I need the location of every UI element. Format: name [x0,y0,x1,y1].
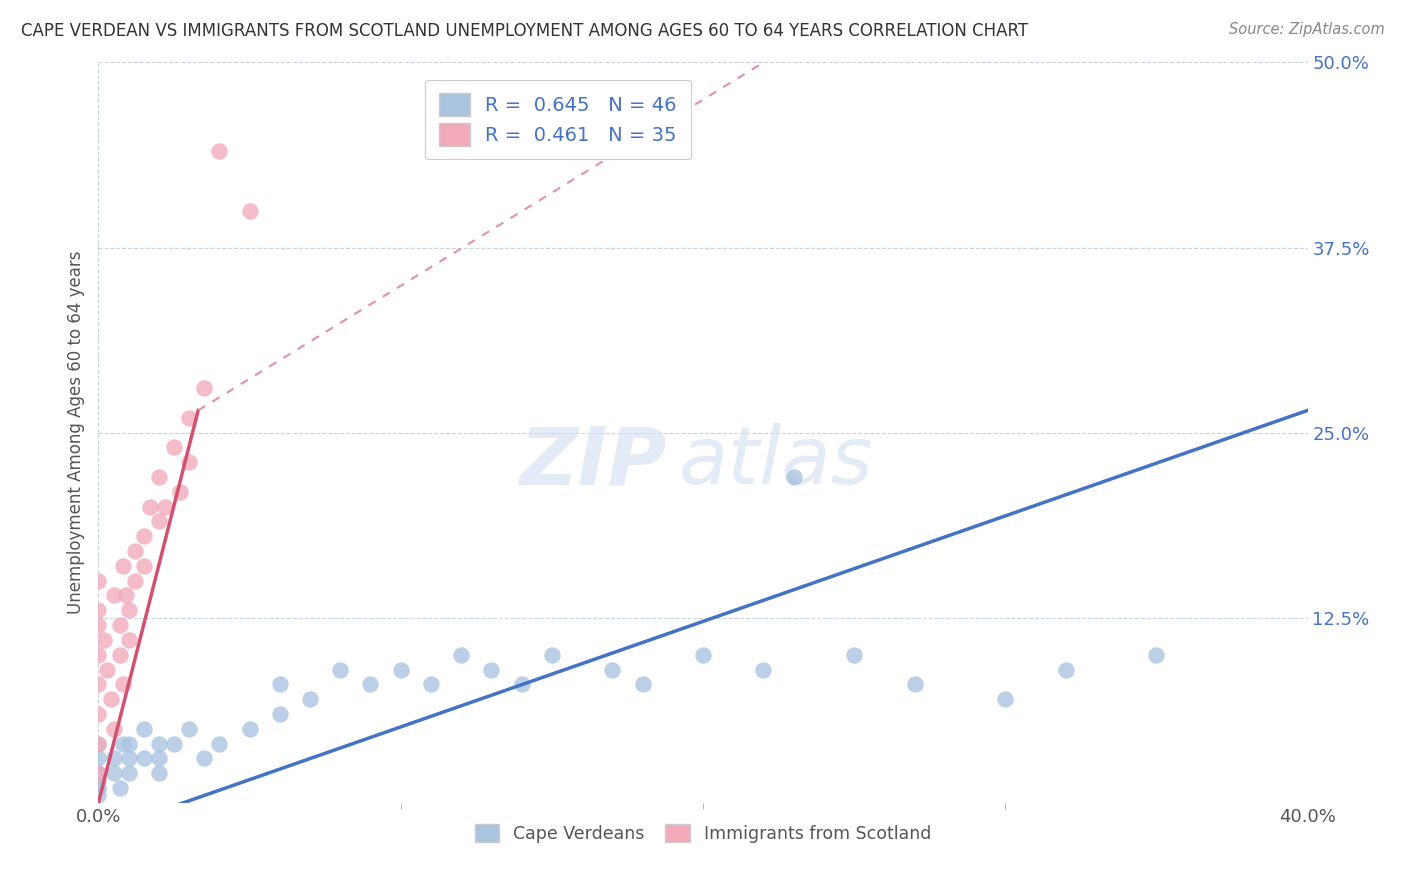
Point [132,722,155,736]
Point [108,780,131,795]
Point [118,632,141,647]
Point [239,722,262,736]
Text: atlas: atlas [679,423,873,501]
Point [87,780,110,795]
Point [163,737,186,751]
Point [510,677,533,691]
Point [481,663,503,677]
Point [179,722,201,736]
Point [87,574,110,588]
Point [153,500,176,514]
Point [87,737,110,751]
Point [420,677,443,691]
Y-axis label: Unemployment Among Ages 60 to 64 years: Unemployment Among Ages 60 to 64 years [66,251,84,615]
Point [169,484,191,499]
Point [179,410,201,425]
Point [103,751,125,765]
Point [87,648,110,662]
Point [239,203,262,218]
Point [193,381,215,395]
Point [148,470,170,484]
Point [269,677,291,691]
Text: Source: ZipAtlas.com: Source: ZipAtlas.com [1229,22,1385,37]
Point [87,706,110,721]
Point [87,766,110,780]
Point [179,455,201,469]
Point [208,145,231,159]
Text: CAPE VERDEAN VS IMMIGRANTS FROM SCOTLAND UNEMPLOYMENT AMONG AGES 60 TO 64 YEARS : CAPE VERDEAN VS IMMIGRANTS FROM SCOTLAND… [21,22,1028,40]
Point [87,737,110,751]
Point [111,558,134,573]
Point [132,529,155,543]
Point [87,618,110,632]
Point [87,789,110,803]
Point [100,692,122,706]
Point [148,766,170,780]
Point [208,737,231,751]
Point [602,663,624,677]
Point [93,632,115,647]
Point [124,574,146,588]
Point [132,751,155,765]
Point [1144,648,1167,662]
Point [783,470,806,484]
Point [299,692,322,706]
Point [124,544,146,558]
Point [139,500,162,514]
Point [360,677,382,691]
Point [631,677,654,691]
Point [87,780,110,795]
Point [108,618,131,632]
Point [1054,663,1077,677]
Point [450,648,472,662]
Point [269,706,291,721]
Point [118,751,141,765]
Point [87,603,110,617]
Text: ZIP: ZIP [519,423,666,501]
Point [904,677,927,691]
Point [118,766,141,780]
Point [163,441,186,455]
Point [103,589,125,603]
Point [87,751,110,765]
Point [329,663,352,677]
Point [114,589,136,603]
Point [87,773,110,788]
Point [148,515,170,529]
Point [540,648,562,662]
Point [103,722,125,736]
Point [132,558,155,573]
Point [96,663,118,677]
Point [148,751,170,765]
Point [148,737,170,751]
Legend: Cape Verdeans, Immigrants from Scotland: Cape Verdeans, Immigrants from Scotland [468,817,938,850]
Point [87,766,110,780]
Point [118,737,141,751]
Point [87,766,110,780]
Point [108,648,131,662]
Point [87,677,110,691]
Point [844,648,866,662]
Point [118,603,141,617]
Point [692,648,714,662]
Point [111,677,134,691]
Point [389,663,412,677]
Point [752,663,775,677]
Point [193,751,215,765]
Point [994,692,1017,706]
Point [111,737,134,751]
Point [103,766,125,780]
